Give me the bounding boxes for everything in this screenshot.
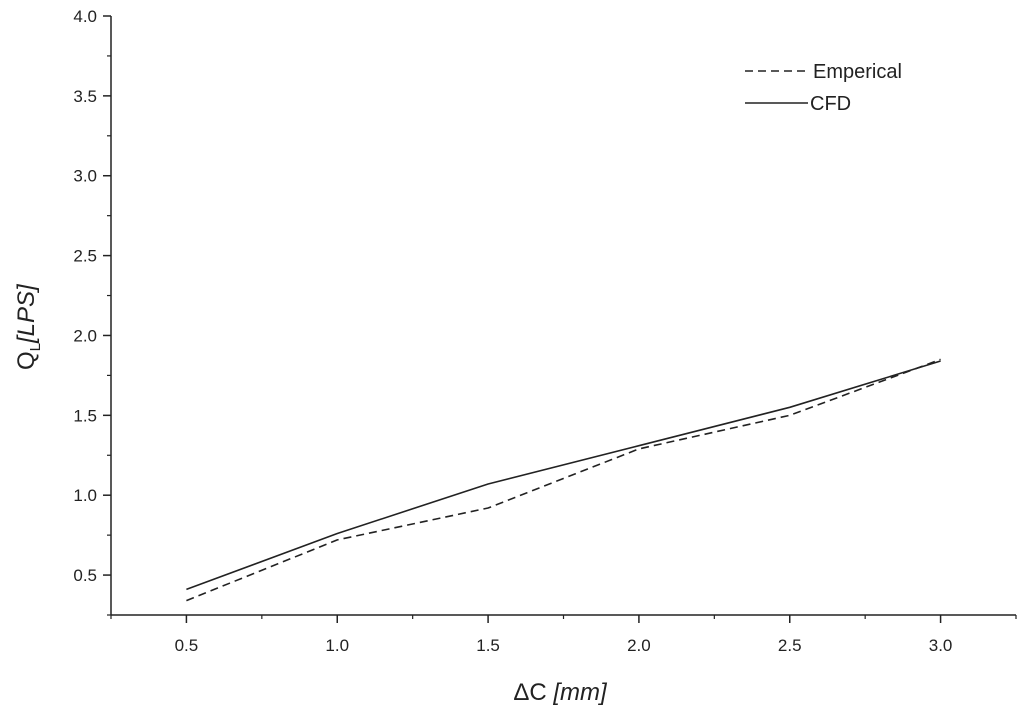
y-tick-label: 0.5 bbox=[73, 566, 97, 585]
x-tick-label: 0.5 bbox=[175, 636, 199, 655]
x-tick-label: 1.5 bbox=[476, 636, 500, 655]
series-layer bbox=[186, 358, 941, 602]
series-line-cfd bbox=[186, 360, 941, 591]
x-tick-label: 2.5 bbox=[778, 636, 802, 655]
x-tick-label: 2.0 bbox=[627, 636, 651, 655]
y-tick-label: 3.0 bbox=[73, 167, 97, 186]
y-tick-label: 4.0 bbox=[73, 7, 97, 26]
x-axis-label: ΔC [mm] bbox=[513, 679, 608, 706]
x-axis-label-main: ΔC bbox=[513, 679, 546, 706]
legend-label-cfd: CFD bbox=[810, 93, 851, 115]
y-tick-label: 3.5 bbox=[73, 87, 97, 106]
legend-label-emperical: Emperical bbox=[813, 61, 902, 83]
x-tick-label: 1.0 bbox=[325, 636, 349, 655]
y-ticks: 0.5 1.0 1.5 2.0 2.5 3.0 3.5 4.0 bbox=[73, 7, 111, 616]
series-line-emperical bbox=[186, 358, 941, 602]
x-axis-label-space bbox=[547, 679, 554, 706]
y-tick-label: 1.0 bbox=[73, 486, 97, 505]
y-axis-label-main: Q bbox=[13, 351, 40, 370]
x-ticks: 0.5 1.0 1.5 2.0 2.5 3.0 bbox=[110, 615, 1017, 655]
y-axis-label-sub: L bbox=[27, 343, 44, 351]
x-axis-label-unit: [mm] bbox=[552, 679, 608, 706]
y-tick-label: 2.0 bbox=[73, 326, 97, 345]
legend-box bbox=[737, 54, 933, 120]
legend: Emperical CFD bbox=[737, 54, 933, 120]
x-tick-label: 3.0 bbox=[929, 636, 953, 655]
y-tick-label: 2.5 bbox=[73, 247, 97, 266]
y-axis-label: QL[LPS] bbox=[13, 283, 44, 370]
y-axis-label-unit: [LPS] bbox=[13, 283, 40, 344]
y-tick-label: 1.5 bbox=[73, 406, 97, 425]
